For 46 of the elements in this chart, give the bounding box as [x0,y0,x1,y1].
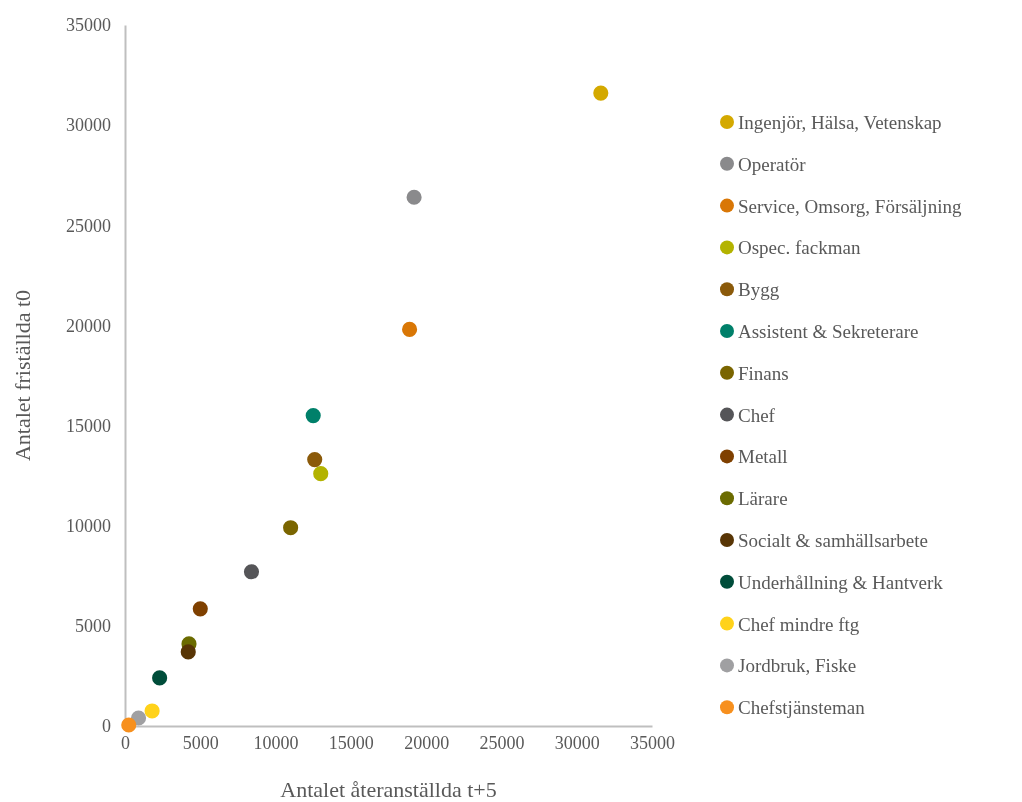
y-tick-label: 15000 [66,415,111,436]
point [180,644,196,660]
x-axis-title: Antalet återanställda t+5 [280,777,497,802]
y-tick-label: 20000 [66,315,111,336]
x-tick-label: 25000 [479,732,525,753]
x-tick-label: 35000 [630,732,675,753]
x-tick-label: 10000 [253,732,299,753]
point [243,564,260,580]
legend-label: Finans [738,362,789,384]
legend-label: Metall [738,446,788,468]
point [305,408,321,424]
legend-label: Underhållning & Hantverk [738,571,944,593]
legend-label: Lärare [738,488,788,510]
y-tick-label: 35000 [66,15,111,36]
x-tick-label: 15000 [328,732,374,753]
y-tick-label: 10000 [66,515,111,536]
legend-label: Operatör [738,153,807,175]
legend-label: Socialt & samhällsarbete [738,530,928,551]
point [593,85,609,101]
legend-label: Chef mindre ftg [738,613,860,635]
x-tick-label: 5000 [182,732,219,753]
legend-label: Ospec. fackman [738,237,861,259]
point [192,601,208,617]
legend-label: Chef [738,404,776,426]
legend-label: Ingenjör, Hälsa, Vetenskap [738,112,942,133]
point [406,189,422,205]
point [283,520,299,536]
point [144,703,160,719]
y-tick-label: 30000 [66,115,111,136]
y-tick-label: 5000 [75,616,111,637]
legend-label: Jordbruk, Fiske [738,655,857,677]
x-tick-label: 0 [121,732,130,753]
point [313,466,329,482]
x-tick-label: 30000 [554,732,600,753]
legend-label: Chefstjänsteman [738,697,866,719]
point [152,670,168,686]
x-tick-label: 20000 [404,732,450,753]
point [307,452,323,468]
y-axis-title: Antalet friställda t0 [10,289,35,462]
legend-label: Service, Omsorg, Försäljning [738,195,962,217]
point [121,717,137,733]
y-tick-label: 25000 [66,215,111,236]
y-tick-label: 0 [102,716,111,737]
point [402,321,418,337]
legend-label: Bygg [738,279,780,301]
legend-label: Assistent & Sekreterare [738,321,919,342]
